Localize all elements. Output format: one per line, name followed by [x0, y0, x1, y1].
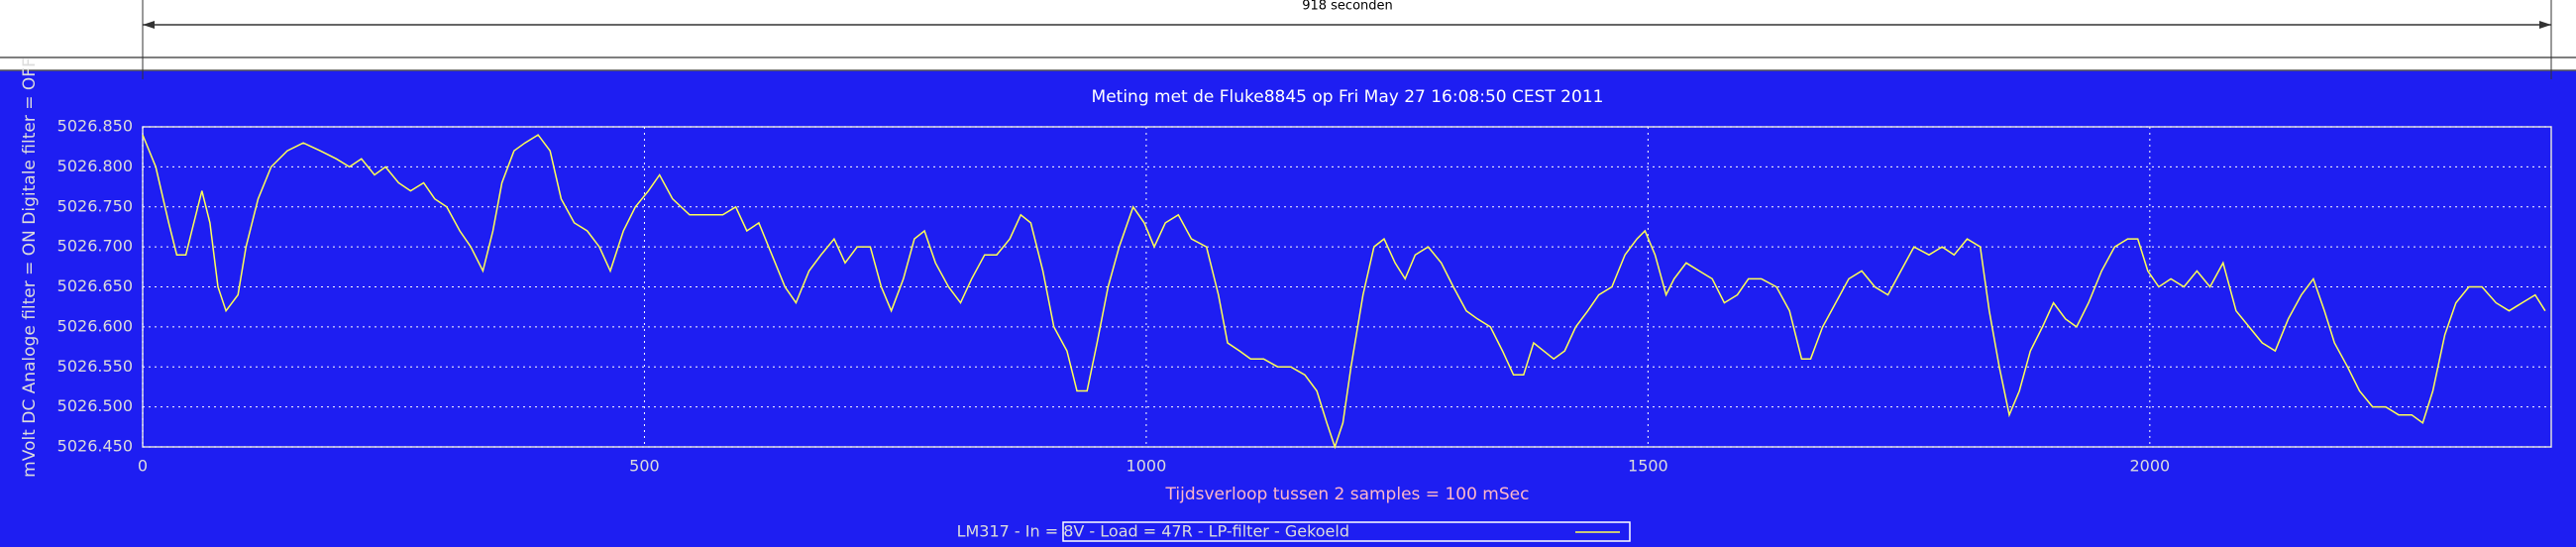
y-tick-label: 5026.850	[57, 117, 133, 136]
x-tick-label: 500	[629, 457, 660, 476]
y-tick-label: 5026.650	[57, 276, 133, 295]
legend-label: LM317 - In = 8V - Load = 47R - LP-filter…	[957, 522, 1349, 541]
x-tick-label: 1000	[1127, 457, 1167, 476]
y-tick-label: 5026.550	[57, 357, 133, 376]
annotation: 918 seconden	[1302, 0, 1393, 14]
y-tick-label: 5026.450	[57, 437, 133, 456]
y-tick-label: 5026.700	[57, 237, 133, 256]
y-tick-label: 5026.800	[57, 157, 133, 175]
background	[0, 70, 2576, 547]
data-line	[142, 134, 2546, 450]
x-tick-label: 2000	[2129, 457, 2170, 476]
x-axis-label: Tijdsverloop tussen 2 samples = 100 mSec	[1165, 485, 1530, 504]
y-tick-label: 5026.750	[57, 196, 133, 215]
chart-title: Meting met de Fluke8845 op Fri May 27 16…	[1092, 87, 1604, 107]
y-tick-label: 5026.600	[57, 316, 133, 335]
y-axis-label: mVolt DC Analoge filter = ON Digitale fi…	[20, 57, 40, 478]
y-tick-label: 5026.500	[57, 396, 133, 415]
legend-box	[1062, 521, 1631, 542]
x-tick-label: 1500	[1628, 457, 1668, 476]
x-tick-label: 0	[138, 457, 148, 476]
